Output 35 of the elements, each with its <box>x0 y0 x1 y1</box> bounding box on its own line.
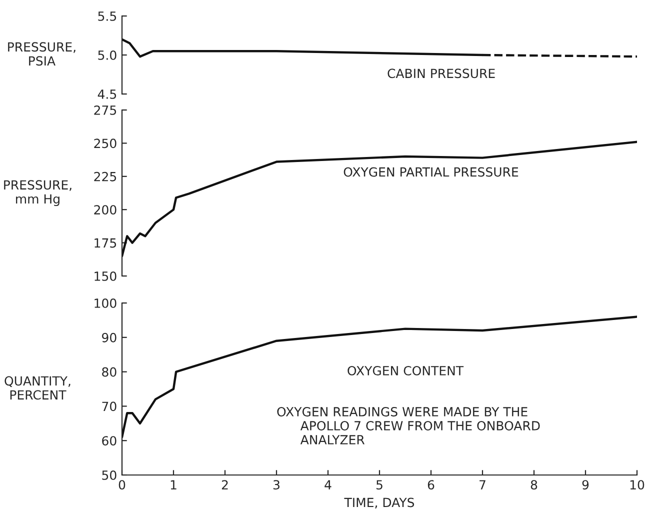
y-tick-label: 175 <box>94 238 116 248</box>
x-tick-label: 3 <box>273 480 280 490</box>
y-tick-label: 200 <box>94 205 116 215</box>
x-tick-label: 0 <box>118 480 126 490</box>
x-tick-label: 5 <box>376 480 382 490</box>
y-tick-label: 4.5 <box>98 90 116 99</box>
y-axis-title: PRESSURE, PSIA <box>8 42 76 66</box>
annotation: OXYGEN READINGS WERE MADE BY THE APOLLO 7 CREW FROM THE ONBOARD ANALYZER <box>277 407 540 444</box>
y-tick-label: 90 <box>102 332 116 342</box>
line-series <box>122 140 637 258</box>
x-tick-label: 1 <box>170 480 176 490</box>
y-tick-label: 70 <box>102 402 116 412</box>
series-label: OXYGEN PARTIAL PRESSURE <box>344 167 518 177</box>
y-axis-title: PRESSURE, mm Hg <box>4 180 72 206</box>
y-tick-label: 100 <box>94 298 116 308</box>
x-axis-title: TIME, DAYS <box>344 498 414 508</box>
y-tick-label: 5.5 <box>98 12 116 21</box>
text: OXYGEN CONTENT <box>348 366 464 376</box>
x-tick-label: 2 <box>222 480 228 490</box>
y-tick-label: 5.0 <box>98 50 116 60</box>
y-axis-title: QUANTITY, PERCENT <box>4 376 70 400</box>
x-tick-label: 9 <box>582 480 589 490</box>
x-tick-label: 7 <box>480 480 486 490</box>
y-tick-label: 60 <box>102 436 116 446</box>
x-tick-label: 8 <box>530 480 538 490</box>
x-tick-label: 10 <box>630 480 644 490</box>
y-tick-label: 250 <box>94 138 116 148</box>
x-tick-label: 6 <box>428 480 434 490</box>
y-tick-label: 150 <box>94 271 116 281</box>
y-tick-label: 50 <box>102 470 116 480</box>
x-tick-label: 4 <box>324 480 332 490</box>
y-tick-label: 80 <box>102 367 116 377</box>
y-tick-label: 275 <box>94 105 116 115</box>
series-label: CABIN PRESSURE <box>388 68 495 78</box>
y-tick-label: 225 <box>94 172 116 182</box>
